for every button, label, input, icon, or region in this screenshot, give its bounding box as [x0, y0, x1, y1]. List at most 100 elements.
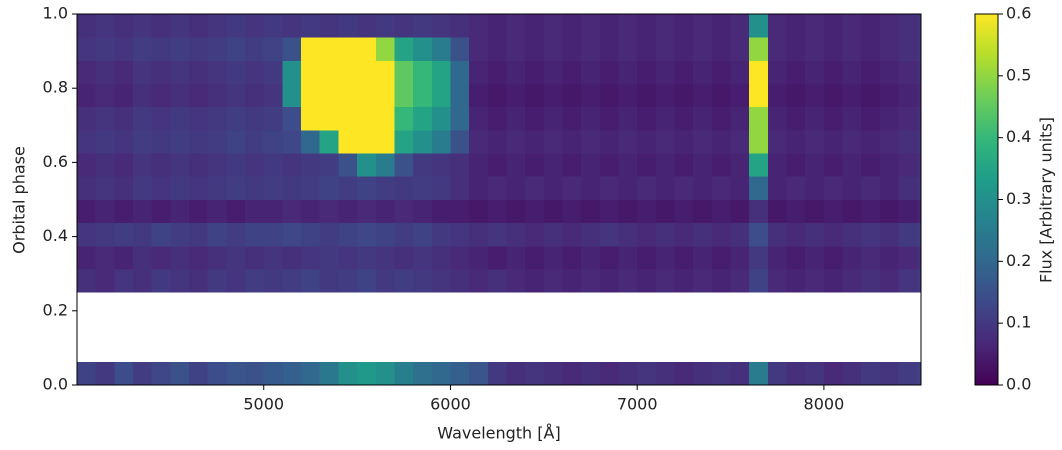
heatmap-cell: [394, 176, 414, 200]
heatmap-cell: [151, 245, 171, 270]
heatmap-cell: [637, 361, 657, 386]
y-tick-label: 1.0: [43, 4, 68, 23]
heatmap-cell: [375, 176, 395, 200]
heatmap-cell: [431, 14, 451, 38]
heatmap-cell: [693, 199, 713, 224]
heatmap-cell: [655, 222, 675, 247]
heatmap-cell: [133, 37, 153, 61]
heatmap-cell: [599, 199, 619, 224]
heatmap-cell: [898, 60, 918, 84]
heatmap-cell: [487, 269, 507, 293]
heatmap-cell: [786, 199, 806, 224]
heatmap-cell: [655, 245, 675, 270]
heatmap-cell: [693, 37, 713, 61]
heatmap-cell: [637, 245, 657, 270]
heatmap-cell: [263, 361, 283, 386]
heatmap-cell: [861, 83, 881, 108]
heatmap-cell: [562, 14, 582, 38]
heatmap-cell: [693, 60, 713, 84]
heatmap-cell: [898, 269, 918, 293]
heatmap-cell: [431, 361, 451, 386]
heatmap-cell: [207, 269, 227, 293]
heatmap-cell: [805, 60, 825, 84]
heatmap-cell: [655, 129, 675, 154]
heatmap-cell: [431, 106, 451, 131]
heatmap-cell: [338, 222, 358, 247]
heatmap-cell: [207, 83, 227, 108]
heatmap-cell: [319, 222, 339, 247]
heatmap-cell: [861, 222, 881, 247]
heatmap-cell: [133, 106, 153, 131]
heatmap-cell: [861, 129, 881, 154]
heatmap-cell: [711, 361, 731, 386]
heatmap-cell: [95, 176, 115, 200]
colorbar: [974, 13, 999, 386]
heatmap-cell: [730, 222, 750, 247]
heatmap-cell: [711, 199, 731, 224]
heatmap-cell: [394, 153, 414, 177]
heatmap-cell: [711, 222, 731, 247]
heatmap-cell: [599, 14, 619, 38]
heatmap-cell: [581, 14, 601, 38]
heatmap-cell: [338, 199, 358, 224]
heatmap-cell: [693, 83, 713, 108]
heatmap-cell: [151, 37, 171, 61]
heatmap-cell: [245, 83, 265, 108]
heatmap-cell: [357, 106, 377, 131]
heatmap-cell: [618, 83, 638, 108]
heatmap-cell: [861, 176, 881, 200]
heatmap-cell: [711, 245, 731, 270]
heatmap-cell: [413, 222, 433, 247]
heatmap-cell: [599, 245, 619, 270]
heatmap-cell: [319, 269, 339, 293]
heatmap-cell: [77, 153, 97, 177]
heatmap-cell: [431, 153, 451, 177]
heatmap-cell: [357, 37, 377, 61]
heatmap-cell: [431, 129, 451, 154]
heatmap-cell: [375, 153, 395, 177]
heatmap-cell: [749, 106, 769, 131]
heatmap-cell: [77, 361, 97, 386]
y-tick-label: 0.2: [43, 300, 68, 319]
heatmap-cell: [357, 269, 377, 293]
heatmap-cell: [730, 60, 750, 84]
heatmap-cell: [413, 269, 433, 293]
heatmap-cell: [114, 60, 134, 84]
heatmap-cell: [245, 153, 265, 177]
heatmap-cell: [823, 37, 843, 61]
heatmap-cell: [413, 37, 433, 61]
heatmap-cell: [245, 106, 265, 131]
heatmap-cell: [543, 129, 563, 154]
heatmap-cell: [823, 222, 843, 247]
heatmap-cell: [711, 129, 731, 154]
heatmap-cell: [114, 222, 134, 247]
heatmap-cell: [543, 106, 563, 131]
heatmap-cell: [338, 129, 358, 154]
heatmap-cell: [805, 153, 825, 177]
heatmap-cell: [170, 129, 190, 154]
heatmap-cell: [189, 106, 209, 131]
x-tick-label: 5000: [243, 395, 284, 414]
heatmap-cell: [506, 106, 526, 131]
heatmap-cell: [207, 153, 227, 177]
heatmap-cell: [749, 245, 769, 270]
heatmap-cell: [861, 361, 881, 386]
heatmap-cell: [618, 245, 638, 270]
heatmap-cell: [581, 83, 601, 108]
heatmap-cell: [133, 245, 153, 270]
heatmap-cell: [543, 176, 563, 200]
heatmap-cell: [151, 199, 171, 224]
heatmap-cell: [469, 129, 489, 154]
heatmap-cell: [693, 106, 713, 131]
heatmap-cell: [413, 60, 433, 84]
heatmap-cell: [599, 83, 619, 108]
heatmap-cell: [767, 14, 787, 38]
heatmap-cell: [469, 106, 489, 131]
heatmap-cell: [879, 245, 899, 270]
heatmap-cell: [151, 106, 171, 131]
heatmap-cell: [95, 129, 115, 154]
heatmap-cell: [637, 153, 657, 177]
heatmap-cell: [543, 199, 563, 224]
heatmap-cell: [133, 199, 153, 224]
